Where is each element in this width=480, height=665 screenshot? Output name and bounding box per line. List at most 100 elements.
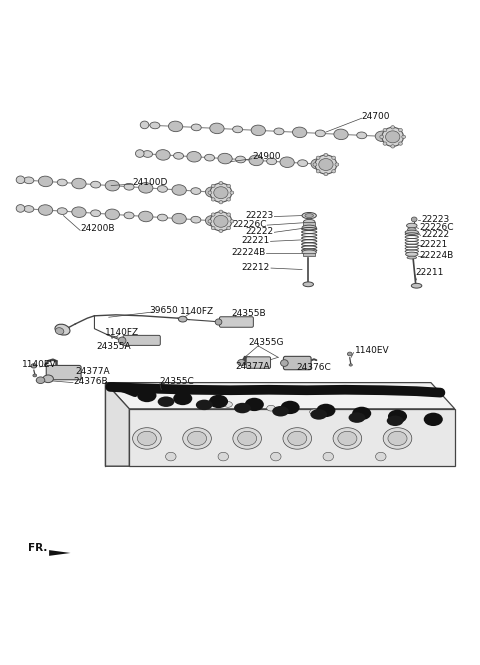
Text: 24377A: 24377A <box>235 362 270 371</box>
Ellipse shape <box>236 156 246 163</box>
FancyBboxPatch shape <box>283 356 311 370</box>
Ellipse shape <box>124 184 134 190</box>
FancyBboxPatch shape <box>46 366 81 380</box>
Ellipse shape <box>124 212 134 219</box>
Text: 22224B: 22224B <box>419 251 453 260</box>
Text: 1140FZ: 1140FZ <box>180 307 215 315</box>
Ellipse shape <box>227 226 230 229</box>
Text: 24377A: 24377A <box>75 367 110 376</box>
Text: 24355C: 24355C <box>160 377 194 386</box>
Ellipse shape <box>205 187 220 198</box>
Text: 22222: 22222 <box>421 230 449 239</box>
Ellipse shape <box>396 416 404 422</box>
Ellipse shape <box>16 205 25 212</box>
Ellipse shape <box>334 129 348 140</box>
Ellipse shape <box>157 214 168 221</box>
Ellipse shape <box>406 252 418 257</box>
Text: 22212: 22212 <box>242 263 270 271</box>
Ellipse shape <box>214 215 228 227</box>
Text: 22224B: 22224B <box>231 248 265 257</box>
Text: 24700: 24700 <box>362 112 390 121</box>
Text: 1140EV: 1140EV <box>23 360 57 370</box>
Ellipse shape <box>281 401 300 414</box>
Polygon shape <box>106 382 129 466</box>
Ellipse shape <box>172 185 186 196</box>
Ellipse shape <box>43 375 53 382</box>
Ellipse shape <box>55 328 64 334</box>
Ellipse shape <box>72 178 86 189</box>
Ellipse shape <box>424 413 443 426</box>
Ellipse shape <box>353 413 361 418</box>
Ellipse shape <box>267 405 276 411</box>
Ellipse shape <box>57 207 67 214</box>
Ellipse shape <box>24 205 34 212</box>
Ellipse shape <box>316 156 320 160</box>
Text: 24100D: 24100D <box>132 178 168 187</box>
Ellipse shape <box>274 128 284 135</box>
Text: 1140EV: 1140EV <box>355 346 389 355</box>
Ellipse shape <box>298 160 308 166</box>
Ellipse shape <box>36 377 45 384</box>
Ellipse shape <box>150 122 160 129</box>
Ellipse shape <box>210 123 224 134</box>
Ellipse shape <box>402 135 406 138</box>
FancyBboxPatch shape <box>303 222 315 225</box>
Ellipse shape <box>172 213 186 224</box>
Ellipse shape <box>137 389 156 402</box>
Ellipse shape <box>219 229 223 233</box>
Ellipse shape <box>218 452 228 461</box>
Ellipse shape <box>211 198 215 201</box>
Ellipse shape <box>385 131 400 143</box>
Ellipse shape <box>219 201 223 204</box>
Text: 22222: 22222 <box>245 227 274 236</box>
Ellipse shape <box>302 225 316 230</box>
Ellipse shape <box>72 207 86 217</box>
Ellipse shape <box>210 211 232 231</box>
Ellipse shape <box>57 179 67 186</box>
Ellipse shape <box>196 400 213 410</box>
Ellipse shape <box>266 158 276 165</box>
Ellipse shape <box>118 337 126 344</box>
Ellipse shape <box>332 156 336 160</box>
Text: 24355G: 24355G <box>249 338 284 346</box>
Ellipse shape <box>230 219 234 223</box>
Ellipse shape <box>383 142 387 145</box>
Ellipse shape <box>38 176 53 187</box>
Ellipse shape <box>234 403 251 414</box>
Ellipse shape <box>183 428 211 449</box>
Ellipse shape <box>280 157 294 168</box>
Ellipse shape <box>38 205 53 215</box>
Ellipse shape <box>238 432 257 446</box>
Ellipse shape <box>91 210 101 217</box>
Ellipse shape <box>139 183 153 193</box>
Polygon shape <box>49 550 71 556</box>
Ellipse shape <box>382 127 404 146</box>
Ellipse shape <box>311 159 325 170</box>
Text: 24355A: 24355A <box>97 342 132 351</box>
Ellipse shape <box>375 452 386 461</box>
Ellipse shape <box>391 145 395 148</box>
Ellipse shape <box>383 128 387 132</box>
Ellipse shape <box>333 428 362 449</box>
Ellipse shape <box>303 282 313 287</box>
Ellipse shape <box>24 177 34 184</box>
Ellipse shape <box>205 215 220 226</box>
Ellipse shape <box>139 211 153 221</box>
Ellipse shape <box>272 406 289 416</box>
Ellipse shape <box>135 150 144 158</box>
Ellipse shape <box>208 219 212 223</box>
Ellipse shape <box>204 154 215 161</box>
Text: 1140FZ: 1140FZ <box>106 328 140 336</box>
Ellipse shape <box>219 210 223 213</box>
Text: 22221: 22221 <box>241 236 270 245</box>
Ellipse shape <box>187 152 201 162</box>
Ellipse shape <box>218 154 232 164</box>
Ellipse shape <box>249 155 263 166</box>
Ellipse shape <box>292 127 307 138</box>
Ellipse shape <box>357 132 367 139</box>
Ellipse shape <box>138 394 146 400</box>
Ellipse shape <box>303 219 315 224</box>
Ellipse shape <box>315 130 325 137</box>
Ellipse shape <box>157 396 174 407</box>
Ellipse shape <box>219 182 223 185</box>
